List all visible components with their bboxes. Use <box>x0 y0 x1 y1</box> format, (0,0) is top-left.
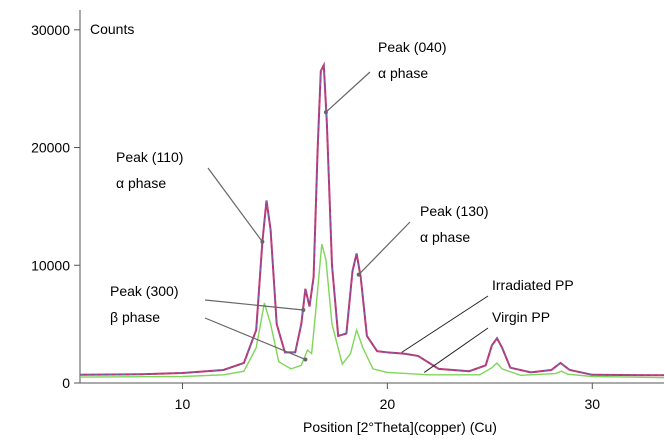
annotation-phase-label: α phase <box>116 175 166 191</box>
annotation-pointer-tip <box>260 239 265 244</box>
series-line-irradiated-pp-overlay <box>79 63 665 376</box>
y-tick-label: 10000 <box>31 257 70 273</box>
series-label: Virgin PP <box>492 309 550 325</box>
annotation-pointer-tip <box>356 272 361 277</box>
annotation-pointer <box>325 71 371 113</box>
annotation-peak-label: Peak (130) <box>420 203 488 219</box>
series-label-leader <box>401 295 489 353</box>
series-label-leader <box>423 327 489 373</box>
annotation-phase-label: β phase <box>110 309 160 325</box>
annotation-pointer <box>207 167 263 243</box>
annotation-peak-label: Peak (300) <box>110 283 178 299</box>
series-layer <box>79 61 665 379</box>
series-label: Irradiated PP <box>492 277 574 293</box>
y-axis-label: Counts <box>90 21 134 37</box>
series-line-virgin-pp <box>79 243 665 379</box>
annotation-pointer <box>204 299 304 311</box>
axes: 0 10000 20000 30000 10 20 30 <box>31 10 664 412</box>
annotation-peak-label: Peak (110) <box>116 149 183 165</box>
x-tick-label: 20 <box>380 396 396 412</box>
x-tick-label: 30 <box>584 396 600 412</box>
annotation-pointer <box>204 317 306 361</box>
y-tick-label: 30000 <box>31 22 70 38</box>
annotation-pointer-tip <box>323 110 328 115</box>
series-line-irradiated-pp <box>79 61 665 377</box>
annotation-pointer-tip <box>303 357 308 362</box>
annotation-layer: Peak (040) α phase Peak (110) α phase Peak (… <box>110 39 574 373</box>
annotation-pointer-tip <box>301 308 306 312</box>
x-axis-label: Position [2°Theta](copper) (Cu) <box>303 419 497 435</box>
annotation-phase-label: α phase <box>420 229 470 245</box>
annotation-peak-label: Peak (040) <box>378 39 446 55</box>
y-tick-label: 20000 <box>31 140 70 156</box>
y-tick-label: 0 <box>62 375 70 391</box>
x-tick-label: 10 <box>175 396 191 412</box>
annotation-phase-label: α phase <box>378 65 428 81</box>
annotation-pointer <box>358 221 411 276</box>
